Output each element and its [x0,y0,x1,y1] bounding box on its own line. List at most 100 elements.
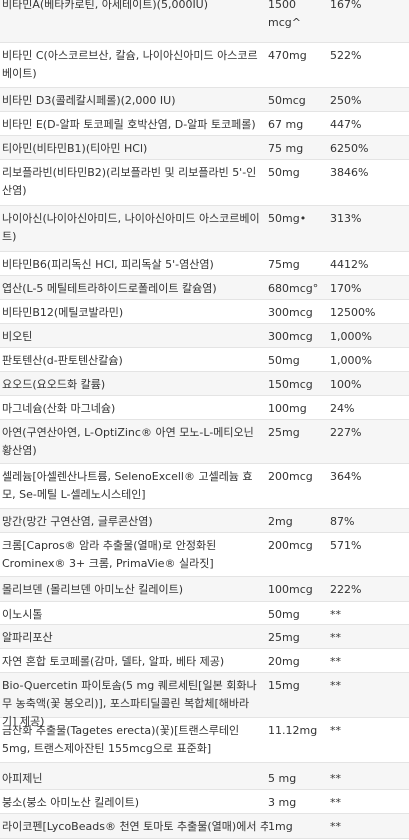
amount-per-serving: 470mg [268,49,307,62]
daily-value: 100% [330,378,362,391]
table-row: 요오드(요오드화 칼륨) 150mcg 100% [0,372,409,396]
daily-value: 170% [330,282,362,295]
table-row: Bio-Quercetin 파이토솜(5 mg 퀘르세틴[일본 회화나무 농축액… [0,673,409,728]
amount-per-serving: 1mg [268,820,293,833]
ingredient-name: 비타민 C(아스코르브산, 칼슘, 나이아신아미드 아스코르베이트) [2,49,258,80]
table-row: 아연(구연산아연, L-OptiZinc® 아연 모노-L-메티오닌황산염) 2… [0,420,409,464]
amount-per-serving: 5 mg [268,772,297,785]
daily-value: 447% [330,118,362,131]
table-row: 라이코펜[LycoBeads® 천연 토마토 추출물(열매)에서 추 1mg *… [0,814,409,839]
table-row: 비타민B12(메틸코발라민) 300mcg 12500% [0,300,409,324]
amount-per-serving: 75 mg [268,142,304,155]
daily-value: 250% [330,94,362,107]
amount-per-serving: 100mcg [268,583,313,596]
ingredient-name: 이노시톨 [2,608,43,621]
table-row: 망간(망간 구연산염, 글루콘산염) 2mg 87% [0,509,409,533]
amount-per-serving: 200mcg [268,539,313,552]
daily-value: ** [330,820,341,833]
table-row: 비타민 D3(콜레칼시페롤)(2,000 IU) 50mcg 250% [0,88,409,112]
daily-value: 522% [330,49,362,62]
ingredient-name: 아연(구연산아연, L-OptiZinc® 아연 모노-L-메티오닌황산염) [2,426,254,457]
table-row: 나이아신(나이아신아미드, 나이아신아미드 아스코르베이트) 50mg• 313… [0,206,409,252]
daily-value: ** [330,655,341,668]
amount-per-serving: 150mcg [268,378,313,391]
daily-value: 87% [330,515,355,528]
amount-per-serving: 75mg [268,258,300,271]
ingredient-name: 알파리포산 [2,631,53,644]
table-row: 셀레늄[아셀렌산나트륨, SelenoExcell® 고셀레늄 효모, Se-메… [0,464,409,509]
table-row: 자연 혼합 토코페롤(감마, 델타, 알파, 베타 제공) 20mg ** [0,649,409,673]
amount-per-serving: 67 mg [268,118,304,131]
ingredient-name: 자연 혼합 토코페롤(감마, 델타, 알파, 베타 제공) [2,655,225,668]
daily-value: 571% [330,539,362,552]
amount-per-serving: 50mg• [268,212,307,225]
ingredient-name: 판토텐산(d-판토텐산칼슘) [2,354,123,367]
amount-per-serving: 50mg [268,354,300,367]
amount-per-serving: 680mcg° [268,282,319,295]
amount-per-serving: 3 mg [268,796,297,809]
daily-value: 227% [330,426,362,439]
daily-value: ** [330,679,341,692]
ingredient-name: 엽산(L-5 메틸테트라하이드로폴레이트 칼슘염) [2,282,217,295]
table-row: 비타민 C(아스코르브산, 칼슘, 나이아신아미드 아스코르베이트) 470mg… [0,43,409,88]
daily-value: 313% [330,212,362,225]
table-row: 비타민A(베타카로틴, 아세테이트)(5,000IU) 1500 mcg^ 16… [0,0,409,43]
amount-per-serving: 200mcg [268,470,313,483]
ingredient-name: 비타민B12(메틸코발라민) [2,306,124,319]
ingredient-name: 아피제닌 [2,772,43,785]
table-row: 비타민 E(D-알파 토코페릴 호박산염, D-알파 토코페롤) 67 mg 4… [0,112,409,136]
ingredient-name: 비타민 E(D-알파 토코페릴 호박산염, D-알파 토코페롤) [2,118,256,131]
ingredient-name: 붕소(붕소 아미노산 킬레이트) [2,796,140,809]
ingredient-name: 크롬[Capros® 암라 추출물(열매)로 안정화된 Crominex® 3+… [2,539,217,570]
ingredient-name: 마그네슘(산화 마그네슘) [2,402,116,415]
ingredient-name: 나이아신(나이아신아미드, 나이아신아미드 아스코르베이트) [2,212,260,243]
amount-per-serving: 1500 mcg^ [268,0,301,29]
ingredient-name: 셀레늄[아셀렌산나트륨, SelenoExcell® 고셀레늄 효모, Se-메… [2,470,253,501]
ingredient-name: 비타민 D3(콜레칼시페롤)(2,000 IU) [2,94,176,107]
table-row: 비타민B6(피리독신 HCl, 피리독살 5'-염산염) 75mg 4412% [0,252,409,276]
daily-value: ** [330,631,341,644]
amount-per-serving: 15mg [268,679,300,692]
daily-value: 12500% [330,306,376,319]
daily-value: 24% [330,402,355,415]
daily-value: 364% [330,470,362,483]
daily-value: 1,000% [330,354,372,367]
amount-per-serving: 300mcg [268,330,313,343]
ingredient-name: 망간(망간 구연산염, 글루콘산염) [2,515,153,528]
daily-value: 3846% [330,166,369,179]
ingredient-name: Bio-Quercetin 파이토솜(5 mg 퀘르세틴[일본 회화나무 농축액… [2,679,257,728]
amount-per-serving: 11.12mg [268,724,318,737]
ingredient-name: 리보플라빈(비타민B2)(리보플라빈 및 리보플라빈 5'-인산염) [2,166,257,197]
table-row: 크롬[Capros® 암라 추출물(열매)로 안정화된 Crominex® 3+… [0,533,409,577]
ingredient-name: 요오드(요오드화 칼륨) [2,378,106,391]
ingredient-name: 금잔화 추출물(Tagetes erecta)(꽃)[트랜스루테인 5mg, 트… [2,724,240,755]
amount-per-serving: 50mcg [268,94,306,107]
amount-per-serving: 20mg [268,655,300,668]
table-row: 아피제닌 5 mg ** [0,763,409,790]
table-row: 판토텐산(d-판토텐산칼슘) 50mg 1,000% [0,348,409,372]
table-row: 마그네슘(산화 마그네슘) 100mg 24% [0,396,409,420]
ingredient-name: 티아민(비타민B1)(티아민 HCl) [2,142,148,155]
table-row: 몰리브덴 (몰리브덴 아미노산 킬레이트) 100mcg 222% [0,577,409,602]
daily-value: ** [330,796,341,809]
amount-per-serving: 25mg [268,631,300,644]
amount-per-serving: 50mg [268,608,300,621]
table-row: 리보플라빈(비타민B2)(리보플라빈 및 리보플라빈 5'-인산염) 50mg … [0,160,409,206]
ingredient-name: 비타민B6(피리독신 HCl, 피리독살 5'-염산염) [2,258,214,271]
daily-value: 167% [330,0,362,11]
daily-value: 4412% [330,258,369,271]
table-row: 이노시톨 50mg ** [0,602,409,625]
daily-value: 6250% [330,142,369,155]
amount-per-serving: 25mg [268,426,300,439]
table-row: 금잔화 추출물(Tagetes erecta)(꽃)[트랜스루테인 5mg, 트… [0,718,409,763]
table-row: 비오틴 300mcg 1,000% [0,324,409,348]
table-row: 붕소(붕소 아미노산 킬레이트) 3 mg ** [0,790,409,814]
table-row: 엽산(L-5 메틸테트라하이드로폴레이트 칼슘염) 680mcg° 170% [0,276,409,300]
ingredient-name: 비타민A(베타카로틴, 아세테이트)(5,000IU) [2,0,209,11]
ingredient-name: 몰리브덴 (몰리브덴 아미노산 킬레이트) [2,583,183,596]
amount-per-serving: 2mg [268,515,293,528]
table-row: 티아민(비타민B1)(티아민 HCl) 75 mg 6250% [0,136,409,160]
ingredient-name: 비오틴 [2,330,33,343]
daily-value: ** [330,608,341,621]
